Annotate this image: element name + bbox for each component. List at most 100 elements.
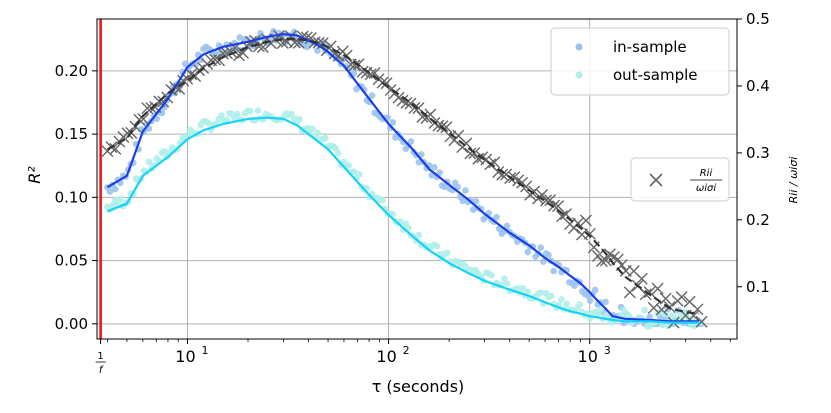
- in-sample-point: [591, 286, 599, 294]
- y-tick-label-right: 0.3: [746, 144, 770, 162]
- out-sample-point: [576, 301, 583, 308]
- y-tick-label-left: 0.10: [55, 188, 88, 206]
- out-sample-point: [524, 288, 532, 296]
- out-sample-point: [669, 312, 677, 319]
- in-sample-point: [545, 251, 552, 259]
- out-sample-point: [558, 296, 565, 303]
- ratio-point: [583, 227, 596, 240]
- ratio-point: [400, 96, 413, 109]
- out-sample-point: [246, 107, 254, 115]
- in-sample-point: [586, 297, 594, 304]
- ratio-point: [579, 214, 592, 227]
- x-tick-exponent: 2: [403, 344, 410, 357]
- out-sample-point: [350, 168, 358, 175]
- in-sample-point: [106, 188, 114, 195]
- y-tick-label-left: 0.05: [55, 252, 88, 270]
- in-sample-point: [303, 43, 311, 51]
- fit-line-rii-i-i-fit: [106, 38, 700, 315]
- in-sample-point: [602, 298, 609, 306]
- ratio-point: [137, 112, 150, 125]
- out-sample-point: [597, 306, 604, 314]
- out-sample-point: [501, 275, 508, 282]
- y-tick-label-right: 0.4: [746, 77, 770, 95]
- y-axis-label-left: R²: [25, 166, 44, 184]
- out-sample-point: [145, 158, 153, 166]
- ratio-point: [256, 41, 269, 54]
- out-sample-point: [109, 202, 116, 209]
- ratio-point: [528, 185, 541, 198]
- ratio-point: [695, 315, 708, 328]
- legend-top-box: [550, 27, 730, 96]
- in-sample-point: [436, 169, 443, 176]
- out-sample-point: [547, 292, 555, 300]
- out-sample-point: [355, 171, 363, 178]
- x-tick-exponent: 1: [201, 344, 208, 357]
- out-sample-point: [205, 119, 212, 127]
- in-sample-point: [314, 47, 321, 55]
- in-sample-point: [389, 119, 397, 126]
- y-tick-label-right: 0.1: [746, 278, 770, 296]
- ratio-point: [408, 101, 421, 114]
- ratio-point: [659, 292, 672, 305]
- plot-frame: [96, 18, 738, 340]
- in-sample-point: [472, 197, 480, 205]
- out-sample-point: [314, 129, 321, 137]
- out-sample-point: [117, 195, 124, 203]
- in-sample-point: [493, 213, 500, 221]
- axes: 10 1 10 2 10 3 1 f 0.00 0.05 0.10 0.15 0.20 0.1 0.2 0.3…: [55, 10, 770, 376]
- ratio-point: [560, 208, 572, 221]
- ratio-point: [571, 217, 584, 230]
- out-sample-point: [345, 161, 353, 169]
- y-tick-label-left: 0.20: [55, 62, 88, 80]
- ratio-point: [599, 254, 612, 267]
- ratio-point: [488, 156, 501, 169]
- vline-label-denominator: f: [99, 365, 104, 376]
- in-sample-point: [441, 183, 449, 191]
- legend-marker-ratio: [649, 173, 663, 187]
- ratio-point: [237, 46, 249, 59]
- in-sample-point: [368, 92, 376, 99]
- ratio-point: [380, 77, 393, 90]
- out-sample-point: [563, 300, 570, 308]
- x-tick-label: 10: [376, 347, 396, 366]
- x-tick-label: 10: [175, 347, 195, 366]
- vline-label-numerator: 1: [97, 351, 103, 362]
- out-sample-point: [223, 116, 231, 124]
- ratio-point: [348, 59, 361, 72]
- ratio-point: [177, 74, 190, 87]
- ratio-point: [193, 64, 206, 77]
- x-axis-label: τ (seconds): [372, 377, 465, 396]
- out-sample-point: [161, 148, 168, 155]
- ratio-point: [121, 127, 134, 140]
- out-sample-point: [646, 323, 653, 330]
- ratio-point: [595, 255, 608, 268]
- in-sample-point: [418, 151, 425, 158]
- ratio-point: [591, 250, 604, 262]
- ratio-point: [460, 137, 473, 150]
- in-sample-point: [503, 222, 511, 230]
- ratio-point: [544, 194, 557, 207]
- legend-marker-out-sample: [575, 71, 583, 79]
- out-sample-point: [519, 284, 526, 292]
- ratio-point: [651, 282, 664, 295]
- in-sample-point: [431, 164, 438, 171]
- ratio-point: [396, 94, 409, 107]
- out-sample-point: [415, 231, 423, 239]
- legend-label-out-sample: out-sample: [613, 66, 698, 84]
- ratio-point: [328, 47, 341, 60]
- ratio-point: [356, 65, 369, 78]
- ratio-point: [647, 301, 660, 314]
- out-sample-point: [625, 312, 633, 319]
- out-sample-point: [296, 115, 303, 123]
- y-tick-label-left: 0.15: [55, 125, 88, 143]
- y-axis-label-right: Rii / ωiσi: [787, 157, 800, 204]
- in-sample-point: [111, 185, 119, 193]
- out-sample-point: [641, 306, 648, 314]
- ratio-point: [424, 108, 437, 121]
- legend-marker-in-sample: [575, 43, 583, 51]
- in-sample-point: [350, 69, 358, 77]
- ratio-point: [464, 147, 477, 160]
- legends: in-sample out-sample Rii ωiσi: [550, 27, 730, 202]
- ratio-point: [185, 68, 198, 81]
- out-sample-point: [335, 149, 342, 157]
